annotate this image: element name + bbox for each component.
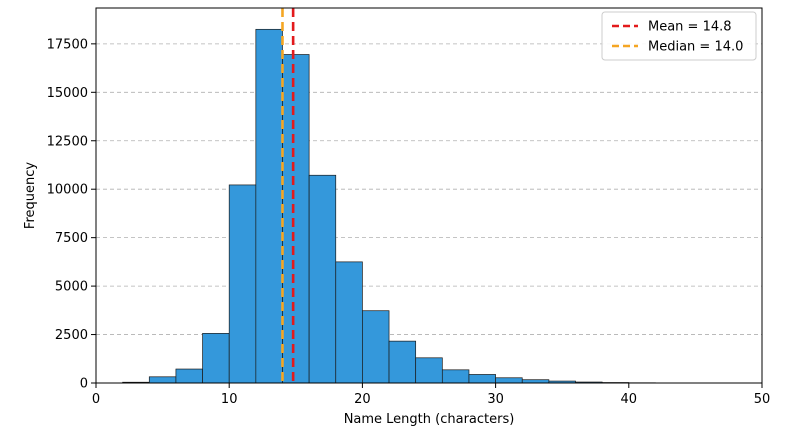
x-tick-label: 30 xyxy=(487,392,504,407)
x-tick-label: 20 xyxy=(354,392,371,407)
y-tick-label: 12500 xyxy=(47,134,88,149)
reference-lines xyxy=(281,8,295,383)
x-tick-label: 50 xyxy=(754,392,771,407)
plot-frame xyxy=(95,7,763,384)
histogram-bar xyxy=(175,368,203,384)
grid-lines xyxy=(96,43,762,335)
x-axis-label: Name Length (characters) xyxy=(344,412,515,427)
histogram-bar xyxy=(468,374,496,384)
histogram-bar xyxy=(362,310,390,384)
y-tick-label: 5000 xyxy=(55,280,88,295)
x-tick-label: 10 xyxy=(221,392,238,407)
legend-box xyxy=(601,11,757,61)
histogram-bar xyxy=(148,376,177,384)
y-tick-label: 0 xyxy=(80,377,88,392)
legend: Mean = 14.8 Median = 14.0 xyxy=(601,11,757,61)
histogram-bar xyxy=(255,28,283,384)
y-tick-label: 10000 xyxy=(47,183,88,198)
histogram-bar xyxy=(282,54,310,384)
x-tick-label: 40 xyxy=(621,392,638,407)
y-tick-label: 2500 xyxy=(55,328,88,343)
histogram-bar xyxy=(388,340,417,384)
histogram-bar xyxy=(308,174,337,384)
legend-label: Mean = 14.8 xyxy=(648,20,732,35)
y-axis-ticks: 0 2500 5000 7500 10000 12500 15000 17500 xyxy=(47,37,96,392)
histogram-bar xyxy=(202,333,230,384)
histogram-bars xyxy=(122,28,736,384)
y-tick-label: 7500 xyxy=(55,231,88,246)
y-tick-label: 17500 xyxy=(47,37,88,52)
histogram-bar xyxy=(335,261,363,384)
histogram-bar xyxy=(495,377,523,384)
x-axis-ticks: 0 10 20 30 40 50 xyxy=(92,383,770,407)
histogram-bar xyxy=(228,184,257,384)
x-tick-label: 0 xyxy=(92,392,100,407)
histogram-bar xyxy=(441,369,470,384)
legend-label: Median = 14.0 xyxy=(648,40,743,55)
y-tick-label: 15000 xyxy=(47,86,88,101)
y-axis-label: Frequency xyxy=(23,162,38,229)
histogram-bar xyxy=(415,357,443,384)
